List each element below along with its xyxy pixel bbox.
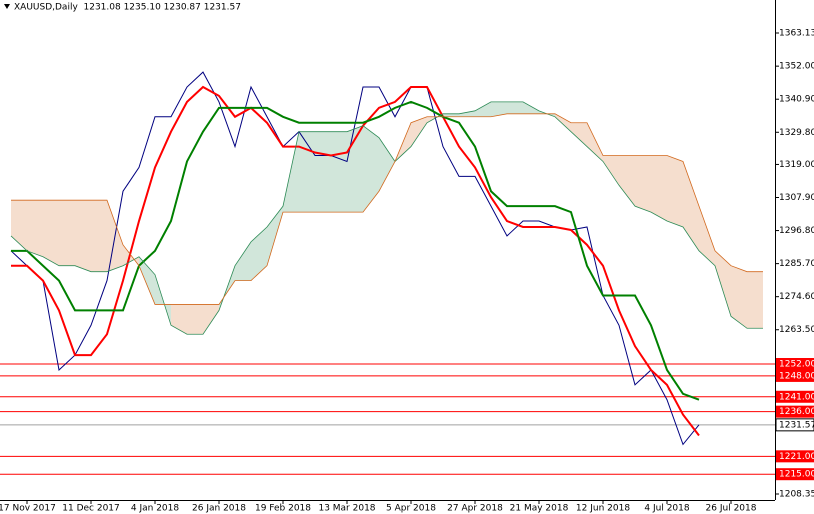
y-tick-label: 1296.80 (779, 226, 814, 236)
x-tick-label: 12 Jun 2018 (576, 504, 630, 514)
cloud (379, 137, 395, 192)
y-tick-label: 1208.35 (779, 490, 814, 500)
y-tick-label: 1285.70 (779, 259, 814, 269)
cloud (59, 200, 75, 266)
cloud (523, 101, 539, 114)
cloud (731, 265, 747, 329)
level-label: 1236.00 (779, 407, 814, 417)
level-label-box (776, 390, 814, 403)
menu-icon (4, 4, 10, 9)
cloud (315, 131, 331, 213)
level-label-box (776, 450, 814, 463)
cloud (187, 304, 203, 335)
x-tick-label: 17 Nov 2017 (0, 504, 56, 514)
cloud (699, 206, 715, 266)
cloud (651, 155, 667, 222)
current-price-box (775, 418, 814, 432)
y-tick-label: 1263.50 (779, 325, 814, 335)
level-label-box (776, 468, 814, 481)
cloud (235, 241, 251, 281)
x-tick-label: 27 Apr 2018 (447, 504, 503, 514)
cloud (203, 304, 219, 335)
cloud (27, 200, 43, 257)
x-tick-label: 13 Mar 2018 (318, 504, 375, 514)
x-tick-label: 4 Jan 2018 (131, 504, 179, 514)
cloud (155, 274, 171, 326)
cloud (635, 155, 651, 213)
cloud (571, 122, 587, 147)
cloud (619, 155, 635, 207)
x-tick-label: 19 Feb 2018 (255, 504, 311, 514)
cloud (331, 131, 347, 213)
series-line (11, 100, 700, 401)
series-line (11, 113, 763, 305)
level-label-box (776, 358, 814, 371)
cloud (747, 271, 763, 329)
cloud (267, 206, 283, 266)
x-tick-label: 26 Jan 2018 (192, 504, 246, 514)
x-tick-label: 26 Jul 2018 (706, 504, 757, 514)
cloud (171, 304, 187, 335)
cloud (587, 122, 603, 162)
x-tick-label: 21 May 2018 (510, 504, 569, 514)
cloud (251, 226, 267, 281)
header: XAUUSD,Daily 1231.08 1235.10 1230.87 123… (14, 3, 241, 13)
cloud (475, 101, 491, 117)
x-tick-label: 5 Apr 2018 (386, 504, 436, 514)
level-label-box (776, 405, 814, 418)
level-label: 1241.00 (779, 392, 814, 402)
cloud (715, 250, 731, 317)
cloud (603, 155, 619, 186)
cloud (491, 101, 507, 117)
cloud (443, 113, 459, 117)
cloud (667, 155, 683, 227)
cloud (43, 200, 59, 266)
level-label-box (776, 369, 814, 382)
series-line (10, 101, 763, 335)
x-tick-label: 4 Jul 2018 (644, 504, 689, 514)
cloud (411, 116, 427, 147)
cloud (507, 101, 523, 114)
cloud (555, 113, 571, 132)
cloud (139, 256, 155, 305)
y-tick-label: 1352.00 (779, 62, 814, 72)
level-label: 1215.00 (779, 470, 814, 480)
cloud (683, 161, 699, 251)
cloud (75, 200, 91, 272)
level-label: 1221.00 (779, 452, 814, 462)
current-price-label: 1231.57 (779, 420, 814, 430)
y-tick-label: 1307.90 (779, 193, 814, 203)
level-label: 1252.00 (779, 360, 814, 370)
y-tick-label: 1363.13 (779, 29, 814, 39)
cloud (459, 110, 475, 117)
x-tick-label: 11 Dec 2017 (62, 504, 120, 514)
level-label: 1248.00 (779, 371, 814, 381)
cloud (363, 125, 379, 213)
y-tick-label: 1329.80 (779, 128, 814, 138)
series-line (11, 85, 700, 437)
cloud (91, 200, 107, 272)
y-tick-label: 1319.00 (779, 160, 814, 170)
y-tick-label: 1274.60 (779, 292, 814, 302)
cloud (11, 200, 27, 251)
series-line (10, 71, 700, 446)
y-tick-label: 1340.90 (779, 95, 814, 105)
